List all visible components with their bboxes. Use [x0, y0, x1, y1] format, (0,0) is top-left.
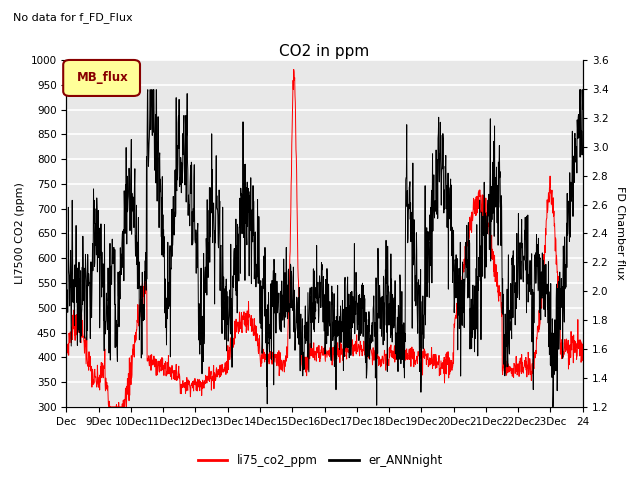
Y-axis label: LI7500 CO2 (ppm): LI7500 CO2 (ppm): [15, 182, 25, 284]
Legend: li75_co2_ppm, er_ANNnight: li75_co2_ppm, er_ANNnight: [193, 449, 447, 472]
Text: No data for f_FD_Flux: No data for f_FD_Flux: [13, 12, 132, 23]
Text: MB_flux: MB_flux: [77, 72, 129, 84]
Y-axis label: FD Chamber flux: FD Chamber flux: [615, 187, 625, 280]
Title: CO2 in ppm: CO2 in ppm: [280, 44, 370, 59]
